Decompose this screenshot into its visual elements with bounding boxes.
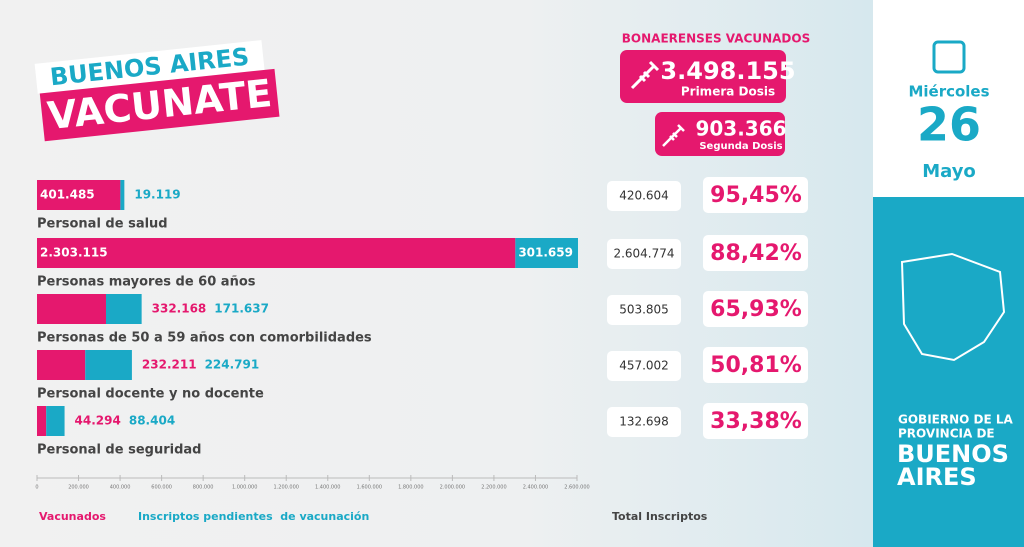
bar-segment xyxy=(85,350,132,380)
percentage-box xyxy=(703,235,808,271)
province-map xyxy=(900,252,1006,362)
percentage-value: 33,38% xyxy=(710,409,802,434)
x-tick-label: 600.000 xyxy=(151,485,172,491)
percentage-box xyxy=(703,347,808,383)
logo-top-box xyxy=(34,40,265,94)
x-tick-label: 2.600.000 xyxy=(564,485,589,491)
totals-title: Total Inscriptos xyxy=(612,510,708,523)
value-label: 301.659 xyxy=(518,246,573,260)
logo-bottom-box xyxy=(39,68,280,142)
gov-line4: AIRES xyxy=(897,463,977,491)
first-dose-label: Primera Dosis xyxy=(681,85,775,99)
value-label: 171.637 xyxy=(214,302,269,316)
total-value: 2.604.774 xyxy=(613,247,674,261)
first-dose-box xyxy=(620,50,786,103)
percentage-box xyxy=(703,177,808,213)
value-label: 88.404 xyxy=(129,414,175,428)
x-tick-label: 1.400.000 xyxy=(315,485,340,491)
value-label: 232.211 xyxy=(142,358,197,372)
bar-segment xyxy=(515,238,578,268)
bar-segment xyxy=(37,350,86,380)
value-label: 401.485 xyxy=(40,188,95,202)
value-label: 19.119 xyxy=(134,188,180,202)
percentage-value: 88,42% xyxy=(710,241,802,266)
bar-segment xyxy=(37,180,121,210)
bar-segment xyxy=(37,238,516,268)
syringe-icon xyxy=(662,124,685,147)
category-label: Personal de seguridad xyxy=(37,443,201,458)
x-tick-label: 1.200.000 xyxy=(274,485,299,491)
total-value: 457.002 xyxy=(619,359,669,373)
x-tick-label: 400.000 xyxy=(110,485,131,491)
bar-segment xyxy=(105,294,142,324)
bar-segment xyxy=(37,294,106,324)
percentage-box xyxy=(703,291,808,327)
x-tick-label: 200.000 xyxy=(68,485,89,491)
total-value: 132.698 xyxy=(619,415,669,429)
x-tick-label: 1.600.000 xyxy=(357,485,382,491)
percentage-value: 50,81% xyxy=(710,353,802,378)
legend-entry: Inscriptos pendientes de vacunación xyxy=(138,510,369,523)
value-label: 224.791 xyxy=(205,358,260,372)
gov-line1: GOBIERNO DE LA xyxy=(898,413,1014,427)
total-box xyxy=(607,295,681,325)
date-panel xyxy=(873,0,1024,197)
gov-line3: BUENOS xyxy=(897,440,1009,468)
total-box xyxy=(607,351,681,381)
percentage-value: 65,93% xyxy=(710,297,802,322)
gov-line2: PROVINCIA DE xyxy=(898,427,995,441)
calendar-icon xyxy=(932,40,966,74)
value-label: 332.168 xyxy=(152,302,207,316)
x-tick-label: 1.800.000 xyxy=(398,485,423,491)
x-tick-label: 0 xyxy=(35,485,38,491)
header-title: BONAERENSES VACUNADOS xyxy=(622,32,810,46)
bar-segment xyxy=(120,180,125,210)
category-label: Personas mayores de 60 años xyxy=(37,275,256,290)
value-label: 2.303.115 xyxy=(40,246,108,260)
second-dose-box xyxy=(655,112,785,156)
syringe-icon xyxy=(630,60,660,90)
percentage-value: 95,45% xyxy=(710,183,802,208)
second-dose-value: 903.366 xyxy=(695,117,786,141)
bar-segment xyxy=(46,406,65,436)
x-tick-label: 2.000.000 xyxy=(440,485,465,491)
x-tick-label: 1.000.000 xyxy=(232,485,257,491)
total-value: 503.805 xyxy=(619,303,669,317)
category-label: Personal docente y no docente xyxy=(37,387,264,402)
x-tick-label: 800.000 xyxy=(193,485,214,491)
category-label: Personas de 50 a 59 años con comorbilida… xyxy=(37,331,372,346)
government-panel xyxy=(873,197,1024,547)
day: 26 xyxy=(917,98,981,152)
second-dose-label: Segunda Dosis xyxy=(699,141,782,152)
percentage-box xyxy=(703,403,808,439)
total-box xyxy=(607,181,681,211)
bar-segment xyxy=(37,406,47,436)
x-tick-label: 2.200.000 xyxy=(481,485,506,491)
legend-entry: Vacunados xyxy=(39,510,106,523)
total-value: 420.604 xyxy=(619,189,669,203)
weekday: Miércoles xyxy=(908,83,989,101)
month: Mayo xyxy=(922,161,976,182)
category-label: Personal de salud xyxy=(37,217,168,232)
total-box xyxy=(607,407,681,437)
first-dose-value: 3.498.155 xyxy=(660,57,795,85)
x-tick-label: 2.400.000 xyxy=(523,485,548,491)
value-label: 44.294 xyxy=(75,414,121,428)
total-box xyxy=(607,239,681,269)
